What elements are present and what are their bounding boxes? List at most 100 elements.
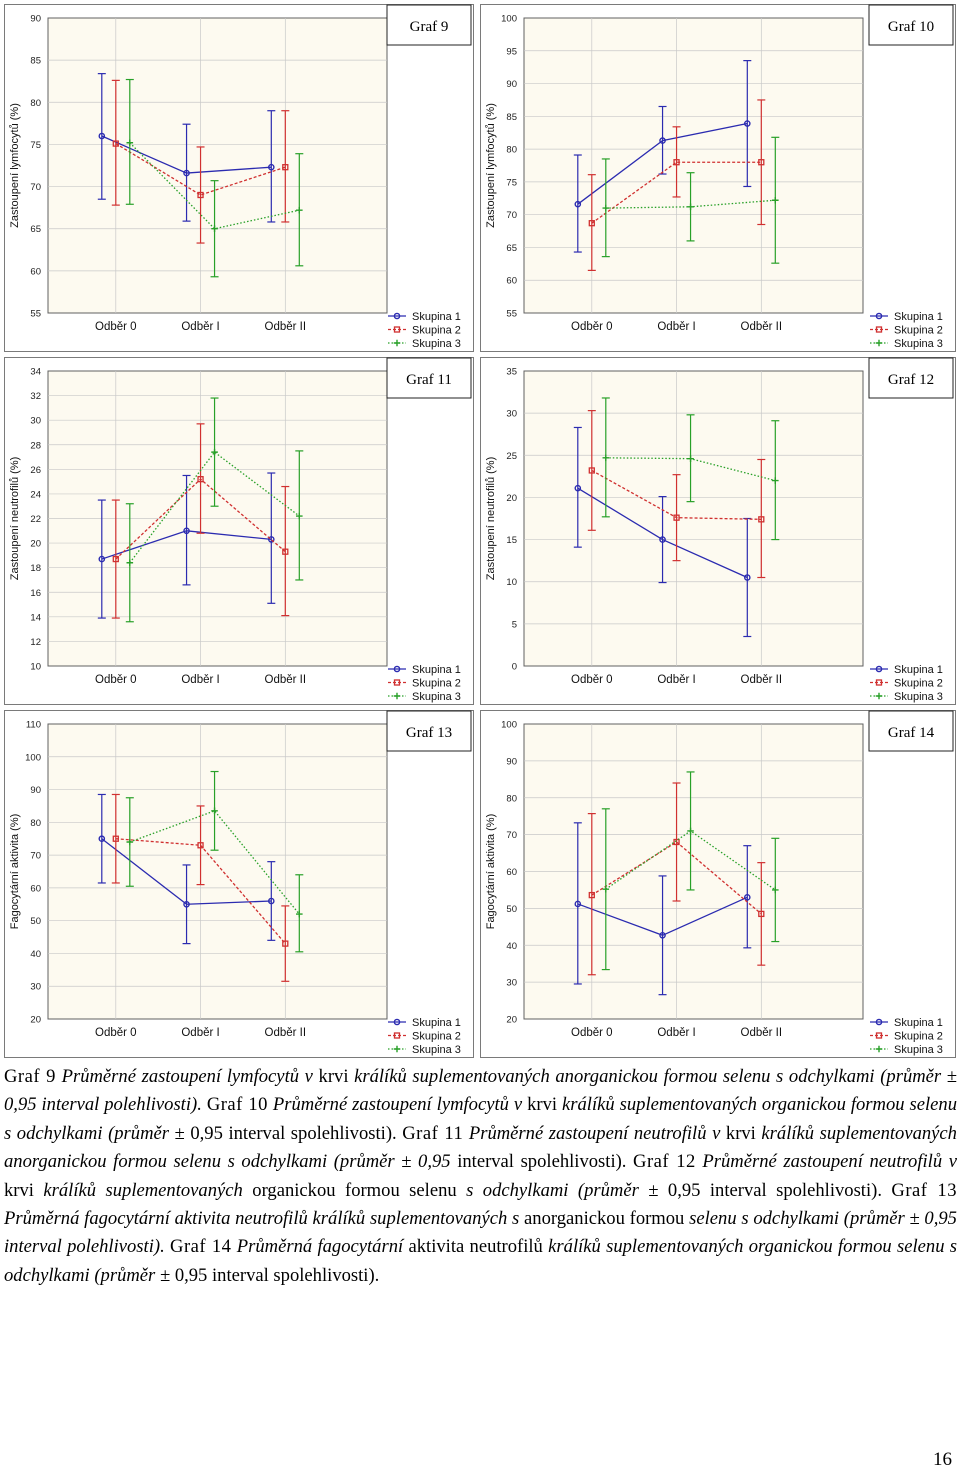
data-point bbox=[267, 163, 275, 171]
data-point bbox=[211, 807, 218, 815]
y-tick-label: 95 bbox=[506, 46, 517, 57]
caption-graf-9-label: Graf 9 bbox=[4, 1066, 56, 1087]
caption-graf-10-krvi: krvi bbox=[527, 1094, 558, 1116]
plot-area bbox=[47, 723, 388, 1020]
y-tick-label: 60 bbox=[506, 276, 517, 287]
y-tick-label: 90 bbox=[30, 14, 41, 25]
legend-label: Skupina 1 bbox=[412, 664, 461, 676]
legend-marker bbox=[393, 326, 401, 333]
y-tick-label: 40 bbox=[30, 949, 41, 960]
legend-marker bbox=[875, 665, 883, 673]
chart-title: Graf 9 bbox=[410, 19, 449, 35]
x-tick-label: Odběr I bbox=[181, 674, 219, 686]
page-number: 16 bbox=[933, 1449, 952, 1470]
chart-title: Graf 12 bbox=[888, 372, 934, 388]
data-point bbox=[744, 894, 751, 901]
legend-marker bbox=[393, 312, 401, 320]
graf-13-panel: 20 30 40 50 60 70 80 90 100 110 Odběr 0 Odběr I Odbě… bbox=[4, 710, 474, 1058]
legend-label: Skupina 1 bbox=[894, 1017, 943, 1029]
data-point bbox=[183, 169, 190, 177]
data-point bbox=[772, 196, 779, 204]
data-point bbox=[282, 164, 289, 171]
caption-graf-9-krvi: krvi bbox=[318, 1066, 349, 1087]
data-point bbox=[296, 512, 303, 520]
x-tick-label: Odběr 0 bbox=[571, 1027, 613, 1039]
data-point bbox=[282, 548, 289, 555]
caption-graf-12-text: Průměrné zastoupení neutrofilů v bbox=[702, 1151, 957, 1173]
x-tick-label: Odběr I bbox=[657, 1027, 695, 1039]
caption-graf-9-text2: králíků suplementovaných anorganickou fo… bbox=[4, 1066, 957, 1116]
data-point bbox=[758, 910, 765, 918]
y-tick-label: 5 bbox=[512, 619, 517, 630]
caption-graf-12-krvi: krvi bbox=[4, 1179, 34, 1201]
y-tick-label: 70 bbox=[506, 830, 517, 841]
x-tick-label: Odběr II bbox=[741, 1027, 783, 1039]
data-point bbox=[687, 203, 694, 211]
data-point bbox=[98, 835, 106, 843]
data-point bbox=[211, 225, 218, 233]
x-tick-label: Odběr 0 bbox=[95, 674, 137, 686]
y-tick-label: 10 bbox=[506, 577, 517, 588]
y-tick-label: 20 bbox=[506, 1015, 517, 1026]
data-point bbox=[126, 838, 134, 846]
y-tick-label: 85 bbox=[506, 112, 517, 123]
y-tick-label: 16 bbox=[30, 588, 41, 599]
legend-marker bbox=[393, 679, 401, 686]
data-point bbox=[211, 448, 218, 456]
data-point bbox=[98, 555, 106, 563]
x-tick-label: Odběr II bbox=[265, 674, 307, 686]
graf-9-panel: 55 60 65 70 75 80 85 90 Odběr 0 Odběr I Odběr II Za… bbox=[4, 4, 474, 352]
caption-graf-12-text2: králíků suplementovaných bbox=[43, 1179, 243, 1201]
graf-11-panel: 10 12 14 16 18 20 22 24 26 28 30 32 34 Odběr 0 Odběr I… bbox=[4, 357, 474, 705]
data-point bbox=[126, 559, 134, 567]
y-tick-label: 30 bbox=[506, 409, 517, 420]
y-axis-label: Zastoupení neutrofilů (%) bbox=[9, 457, 21, 581]
caption-graf-11-text3: interval spolehlivosti). bbox=[457, 1151, 627, 1173]
legend-label: Skupina 3 bbox=[412, 1044, 461, 1056]
data-point bbox=[744, 574, 751, 581]
y-tick-label: 65 bbox=[506, 243, 517, 254]
legend-marker bbox=[393, 1018, 401, 1026]
y-tick-label: 24 bbox=[30, 489, 41, 500]
legend-marker bbox=[393, 339, 401, 347]
y-tick-label: 34 bbox=[30, 367, 41, 378]
graf-14-panel: 20 30 40 50 60 70 80 90 100 Odběr 0 Odběr I Odběr I… bbox=[480, 710, 956, 1058]
caption-graf-14-text4: 0,95 interval spolehlivosti). bbox=[174, 1264, 380, 1286]
x-tick-label: Odběr II bbox=[741, 674, 783, 686]
data-point bbox=[296, 206, 303, 214]
x-tick-label: Odběr II bbox=[265, 321, 307, 333]
caption-graf-10-text2: králíků suplementovaných organickou form… bbox=[4, 1094, 957, 1144]
y-tick-label: 80 bbox=[506, 145, 517, 156]
data-point bbox=[673, 838, 680, 846]
y-tick-label: 26 bbox=[30, 465, 41, 476]
y-tick-label: 100 bbox=[25, 752, 41, 763]
y-tick-label: 12 bbox=[30, 637, 41, 648]
series-line-3 bbox=[129, 142, 300, 230]
data-point bbox=[197, 476, 204, 483]
title-box bbox=[386, 357, 472, 399]
y-tick-label: 32 bbox=[30, 391, 41, 402]
y-tick-label: 80 bbox=[30, 818, 41, 829]
legend-label: Skupina 1 bbox=[412, 1017, 461, 1029]
data-point bbox=[112, 555, 119, 563]
series-line-2 bbox=[591, 161, 762, 224]
data-point bbox=[772, 477, 779, 484]
data-point bbox=[197, 191, 204, 199]
y-tick-label: 30 bbox=[506, 978, 517, 989]
chart-title: Graf 13 bbox=[406, 725, 452, 741]
legend-label: Skupina 2 bbox=[412, 325, 461, 337]
x-tick-label: Odběr 0 bbox=[571, 674, 613, 686]
x-tick-label: Odběr I bbox=[657, 674, 695, 686]
legend-marker bbox=[393, 1045, 401, 1053]
legend-label: Skupina 2 bbox=[412, 1031, 461, 1043]
data-point bbox=[574, 200, 582, 208]
y-tick-label: 110 bbox=[26, 720, 41, 731]
data-point bbox=[183, 900, 190, 908]
graf-10-panel: 55 60 65 70 75 80 85 90 95 100 Odběr 0 Odběr I Odběr… bbox=[480, 4, 956, 352]
caption-graf-11-text2: králíků suplementovaných anorganickou fo… bbox=[4, 1122, 957, 1173]
x-tick-label: Odběr I bbox=[657, 321, 695, 333]
legend-marker bbox=[393, 692, 401, 700]
legend-label: Skupina 1 bbox=[412, 311, 461, 323]
legend-marker bbox=[393, 665, 401, 673]
legend-label: Skupina 3 bbox=[894, 691, 943, 703]
